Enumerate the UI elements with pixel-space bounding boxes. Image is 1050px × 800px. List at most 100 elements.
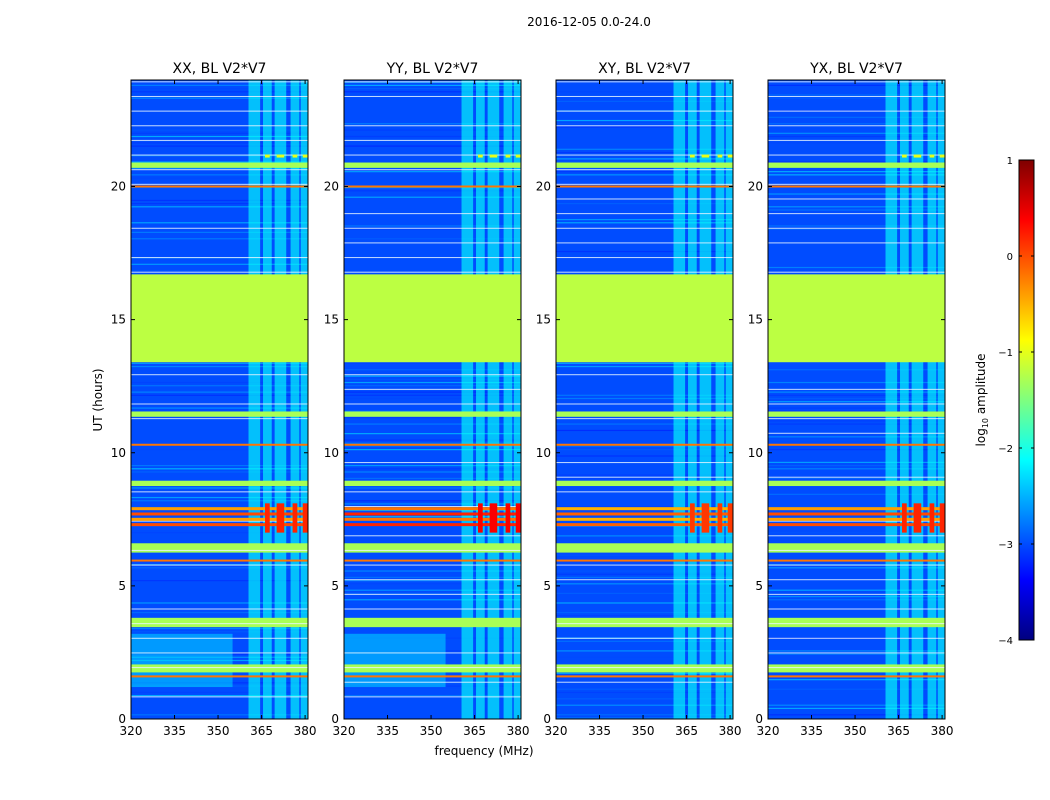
noise-row (131, 487, 308, 489)
noise-row (768, 423, 945, 425)
flag-line (556, 271, 733, 273)
x-tick-label: 320 (757, 724, 780, 738)
noise-row (556, 91, 733, 93)
x-tick-label: 320 (120, 724, 143, 738)
noise-row (344, 87, 521, 90)
rfi-channel (503, 80, 513, 719)
noise-row (131, 87, 308, 90)
x-tick-label: 380 (294, 724, 317, 738)
panel-waterfall (768, 80, 945, 719)
rfi-upper-block (505, 154, 511, 158)
noise-row (131, 468, 308, 470)
flag-line (768, 154, 945, 156)
noise-row (344, 84, 521, 86)
noise-row (131, 391, 308, 393)
flag-band (556, 162, 733, 168)
noise-row (556, 576, 733, 579)
noise-row (131, 222, 308, 224)
noise-row (344, 602, 521, 604)
flag-band (131, 543, 308, 553)
noise-row (768, 142, 945, 144)
rfi-peak-block (292, 503, 298, 533)
noise-row (556, 100, 733, 102)
noise-row (768, 704, 945, 706)
flag-line (344, 271, 521, 273)
flagged-gap (768, 274, 945, 363)
noise-row (768, 420, 945, 422)
flag-line (344, 506, 521, 507)
x-tick-label: 365 (887, 724, 910, 738)
flag-band (131, 480, 308, 487)
rfi-channel (248, 80, 261, 719)
flag-band (768, 617, 945, 628)
rfi-upper-block (292, 154, 298, 158)
noise-row (768, 567, 945, 569)
rfi-peak-block (929, 503, 935, 533)
rfi-channel (927, 80, 937, 719)
flag-line (131, 227, 308, 229)
x-tick-label: 320 (545, 724, 568, 738)
flag-line (768, 520, 945, 522)
noise-row (131, 627, 308, 630)
ripple-region (344, 633, 446, 688)
flag-band (556, 543, 733, 553)
noise-row (768, 449, 945, 451)
noise-row (131, 174, 308, 176)
flag-line (768, 579, 945, 581)
noise-row (131, 611, 308, 614)
noise-row (344, 238, 521, 240)
noise-row (344, 423, 521, 425)
noise-row (131, 206, 308, 208)
flag-line (344, 608, 521, 610)
noise-row (131, 238, 308, 240)
flag-line (344, 227, 521, 229)
flag-line (344, 169, 521, 171)
rfi-peak-block (939, 503, 945, 533)
x-tick-label: 335 (800, 724, 823, 738)
flag-band (131, 162, 308, 168)
colorbar-tick-label: −4 (998, 636, 1013, 647)
rfi-channel (725, 80, 733, 719)
flag-line (556, 154, 733, 156)
orange-row (556, 675, 733, 678)
rfi-peak-block (913, 503, 922, 533)
y-tick-label: 10 (111, 446, 126, 460)
noise-row (556, 509, 733, 511)
flag-line (556, 476, 733, 478)
flag-line (768, 432, 945, 434)
noise-row (768, 394, 945, 396)
rfi-upper-block (489, 154, 498, 158)
x-tick-label: 380 (507, 724, 530, 738)
bright-row (556, 523, 733, 527)
noise-row (768, 171, 945, 173)
flag-line (768, 110, 945, 112)
y-tick-label: 5 (755, 579, 763, 593)
noise-row (768, 397, 945, 400)
noise-row (131, 161, 308, 163)
noise-row (556, 250, 733, 253)
noise-row (556, 158, 733, 160)
flag-line (344, 403, 521, 405)
noise-row (556, 640, 733, 642)
flagged-gap (131, 274, 308, 363)
flag-line (768, 535, 945, 537)
rfi-upper-block (515, 154, 521, 158)
y-tick-label: 0 (331, 712, 339, 726)
flag-line (131, 520, 308, 522)
noise-row (556, 126, 733, 128)
rfi-peak-block (515, 503, 521, 533)
noise-row (131, 385, 308, 387)
noise-row (768, 532, 945, 534)
flag-band (556, 480, 733, 487)
flag-band (768, 480, 945, 487)
flag-line (768, 242, 945, 244)
noise-row (556, 691, 733, 694)
noise-row (344, 439, 521, 441)
noise-row (131, 199, 308, 202)
noise-row (344, 509, 521, 511)
flag-line (556, 564, 733, 566)
y-tick-label: 20 (748, 180, 763, 194)
panel-waterfall (556, 80, 733, 719)
noise-row (131, 129, 308, 131)
rfi-channel (900, 80, 909, 719)
